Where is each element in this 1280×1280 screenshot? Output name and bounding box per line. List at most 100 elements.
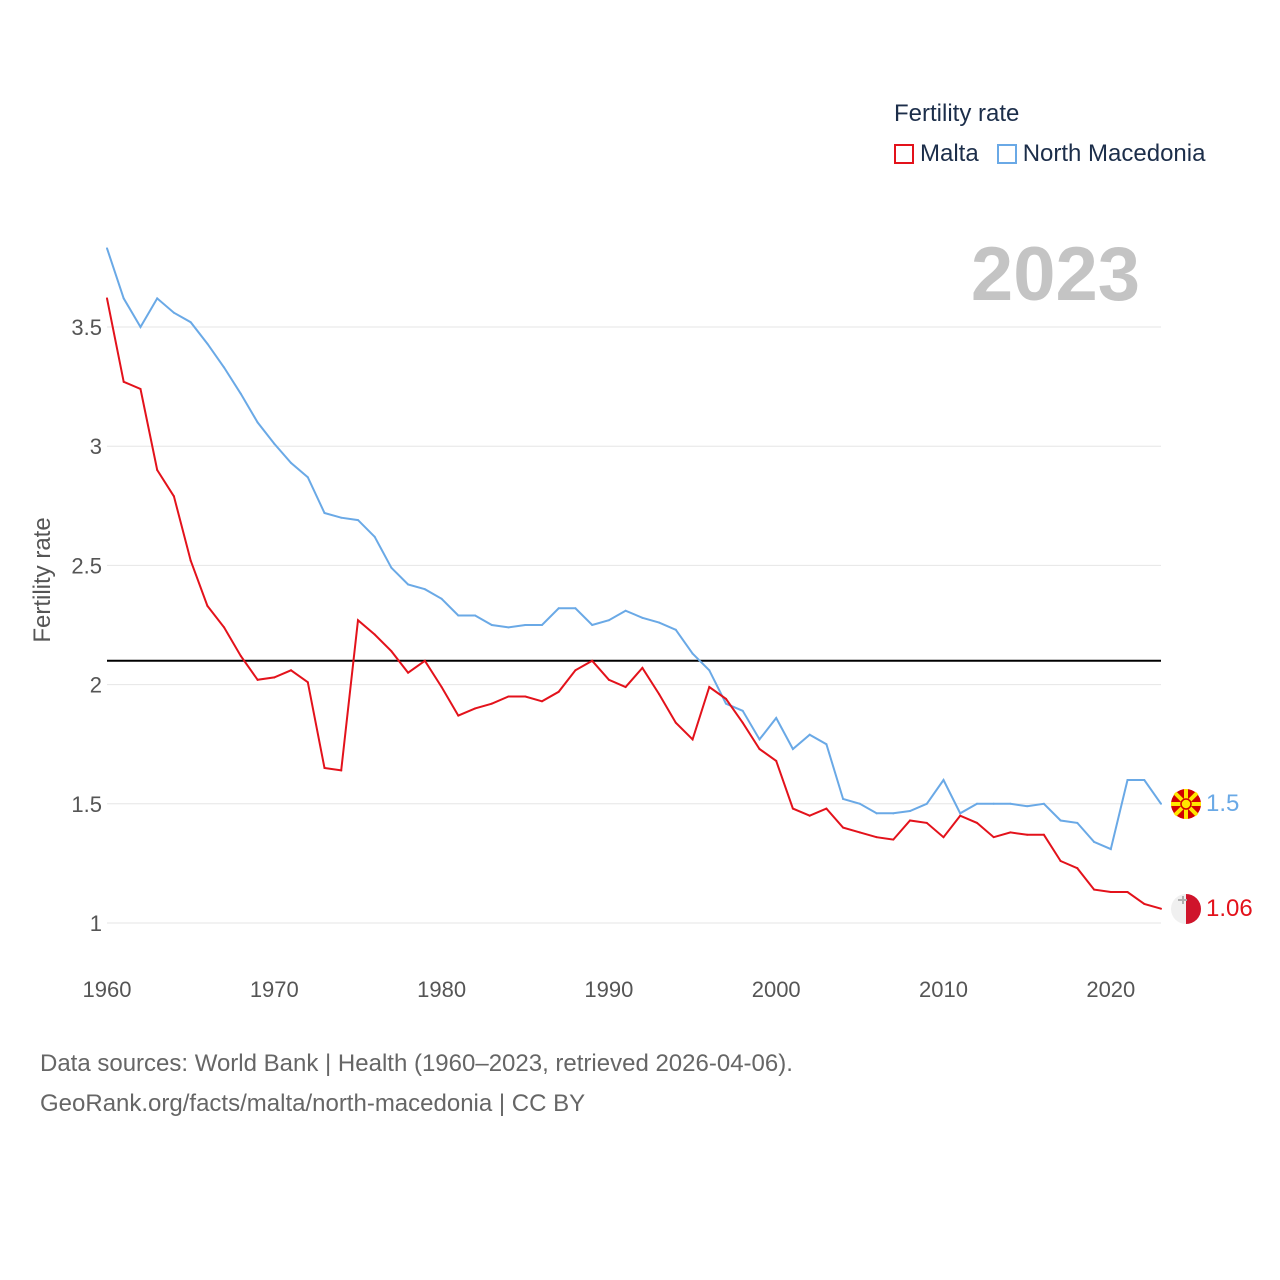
legend-items: Malta North Macedonia [894,140,1223,168]
data-point-north-macedonia [1093,840,1096,843]
data-point-malta [106,297,108,300]
data-point-malta [808,814,811,817]
data-point-malta [1160,907,1162,910]
data-point-north-macedonia [273,442,276,445]
data-point-north-macedonia [557,607,560,610]
data-point-malta [407,671,410,674]
data-point-malta [658,693,661,696]
data-point-malta [992,836,995,839]
data-point-malta [373,633,376,636]
data-point-north-macedonia [1143,778,1146,781]
data-points [106,247,1162,910]
data-point-north-macedonia [875,812,878,815]
data-point-malta [122,380,125,383]
data-point-malta [323,767,326,770]
data-point-north-macedonia [106,247,108,250]
end-label-malta: 1.06 [1206,895,1253,922]
data-point-north-macedonia [825,743,828,746]
data-point-north-macedonia [239,392,242,395]
data-point-malta [306,681,309,684]
x-tick-label: 1980 [417,977,466,1002]
data-point-malta [641,666,644,669]
data-point-malta [273,676,276,679]
data-point-north-macedonia [775,716,778,719]
data-point-malta [189,559,192,562]
data-point-malta [925,821,928,824]
x-tick-label: 2000 [752,977,801,1002]
data-point-north-macedonia [959,812,962,815]
data-point-malta [474,707,477,710]
malta-flag-icon [1171,894,1201,924]
data-point-malta [842,826,845,829]
data-point-malta [356,619,359,622]
y-axis-title: Fertility rate [29,517,56,642]
y-tick-label: 3 [90,434,102,459]
data-point-malta [758,747,761,750]
y-tick-label: 3.5 [71,315,102,340]
legend-label-north-macedonia: North Macedonia [1022,140,1206,167]
data-point-malta [775,759,778,762]
data-point-malta [290,669,293,672]
data-point-malta [490,702,493,705]
data-point-north-macedonia [122,297,125,300]
data-point-malta [1109,891,1112,894]
data-point-north-macedonia [524,624,527,626]
data-point-north-macedonia [925,802,928,805]
data-point-malta [691,738,694,741]
legend: Fertility rate Malta North Macedonia [894,100,1223,168]
data-point-north-macedonia [323,511,326,514]
data-point-malta [557,690,560,693]
data-point-malta [457,714,460,717]
data-point-malta [507,695,510,698]
data-point-malta [607,678,610,681]
data-point-malta [1143,902,1146,905]
data-point-north-macedonia [758,738,761,741]
data-point-north-macedonia [1160,802,1162,805]
series-line-malta [106,298,1162,910]
data-point-malta [423,659,426,662]
legend-item-malta[interactable]: Malta [894,140,979,168]
data-point-north-macedonia [1109,848,1112,851]
data-point-malta [825,807,828,810]
data-point-north-macedonia [440,597,443,600]
data-point-north-macedonia [992,802,995,805]
legend-title: Fertility rate [894,100,1020,127]
gridlines [107,326,1161,924]
data-point-north-macedonia [741,709,744,712]
data-point-north-macedonia [340,516,343,519]
data-sources: Data sources: World Bank | Health (1960–… [40,1050,793,1077]
y-tick-label: 1.5 [71,792,102,817]
data-point-north-macedonia [691,652,694,655]
data-point-north-macedonia [474,614,477,617]
data-point-malta [942,836,945,839]
x-tick-label: 1960 [83,977,132,1002]
data-point-malta [674,721,677,724]
data-point-malta [741,721,744,724]
data-point-malta [959,814,962,817]
data-point-malta [574,669,577,672]
data-point-malta [725,697,728,700]
x-tick-label: 2020 [1086,977,1135,1002]
data-point-north-macedonia [423,588,426,591]
north-macedonia-flag-icon [1171,789,1201,819]
data-point-north-macedonia [808,733,811,736]
data-point-north-macedonia [858,802,861,805]
data-point-malta [708,685,711,688]
data-point-north-macedonia [1076,821,1079,824]
data-point-malta [1076,867,1079,870]
data-point-north-macedonia [725,702,728,705]
legend-swatch-north-macedonia [996,144,1017,164]
data-point-north-macedonia [373,535,376,538]
data-point-north-macedonia [658,621,661,624]
data-point-north-macedonia [975,802,978,805]
legend-item-north-macedonia[interactable]: North Macedonia [996,140,1206,168]
data-point-north-macedonia [507,626,510,629]
data-point-malta [524,695,527,698]
y-tick-label: 2.5 [71,553,102,578]
source-link[interactable]: GeoRank.org/facts/malta/north-macedonia … [40,1090,586,1117]
data-point-north-macedonia [791,747,794,750]
data-point-malta [1009,831,1012,834]
data-point-north-macedonia [457,614,460,617]
data-point-north-macedonia [842,798,845,801]
data-point-malta [440,685,443,688]
